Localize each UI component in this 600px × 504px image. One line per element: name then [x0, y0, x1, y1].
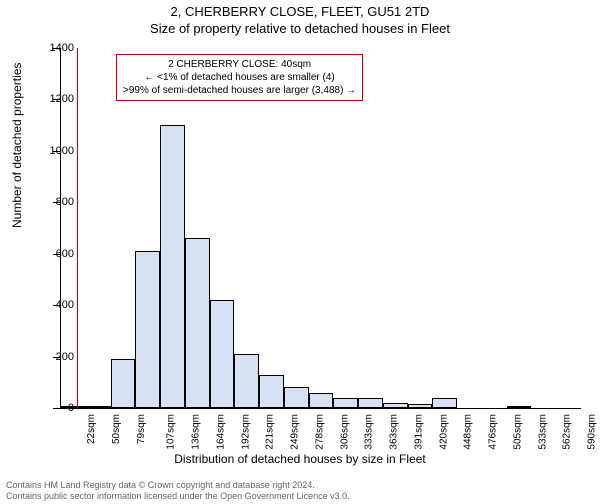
x-tick-label: 278sqm: [314, 414, 325, 450]
x-tick-label: 533sqm: [537, 414, 548, 450]
histogram-bar: [309, 393, 334, 408]
histogram-bar: [383, 403, 408, 408]
x-tick-label: 221sqm: [265, 414, 276, 450]
x-tick-label: 562sqm: [562, 414, 573, 450]
histogram-bar: [408, 404, 433, 408]
x-tick-label: 391sqm: [413, 414, 424, 450]
histogram-bar: [259, 375, 284, 408]
y-axis-label: Number of detached properties: [10, 63, 24, 228]
histogram-bar: [111, 359, 136, 408]
x-tick-label: 136sqm: [191, 414, 202, 450]
histogram-bar: [135, 251, 160, 408]
x-tick-label: 590sqm: [587, 414, 598, 450]
annotation-line2: ← <1% of detached houses are smaller (4): [123, 71, 356, 84]
annotation-callout: 2 CHERBERRY CLOSE: 40sqm← <1% of detache…: [116, 54, 363, 101]
histogram-bar: [432, 398, 457, 408]
annotation-line1: 2 CHERBERRY CLOSE: 40sqm: [123, 58, 356, 71]
y-tick-label: 0: [68, 402, 74, 414]
plot-region: 2 CHERBERRY CLOSE: 40sqm← <1% of detache…: [60, 48, 581, 409]
histogram-bar: [284, 387, 309, 408]
y-tick: [53, 408, 61, 409]
x-tick-label: 164sqm: [215, 414, 226, 450]
property-marker-line: [77, 48, 78, 408]
footer-line1: Contains HM Land Registry data © Crown c…: [6, 480, 350, 491]
chart-plot-area: 2 CHERBERRY CLOSE: 40sqm← <1% of detache…: [60, 48, 580, 408]
histogram-bar: [185, 238, 210, 408]
x-tick-label: 50sqm: [111, 414, 122, 444]
footer-attribution: Contains HM Land Registry data © Crown c…: [6, 480, 350, 502]
y-tick-label: 800: [56, 196, 74, 208]
histogram-bar: [160, 125, 185, 408]
y-tick-label: 600: [56, 248, 74, 260]
y-tick-label: 1000: [50, 145, 74, 157]
chart-title-subtitle: Size of property relative to detached ho…: [0, 21, 600, 36]
y-tick-label: 400: [56, 299, 74, 311]
annotation-line3: >99% of semi-detached houses are larger …: [123, 84, 356, 97]
x-tick-label: 79sqm: [136, 414, 147, 444]
x-tick-label: 306sqm: [339, 414, 350, 450]
x-tick-label: 448sqm: [463, 414, 474, 450]
x-tick-label: 505sqm: [513, 414, 524, 450]
x-tick-label: 420sqm: [438, 414, 449, 450]
x-axis-label: Distribution of detached houses by size …: [0, 452, 600, 466]
histogram-bar: [358, 398, 383, 408]
x-tick-label: 476sqm: [488, 414, 499, 450]
chart-title-address: 2, CHERBERRY CLOSE, FLEET, GU51 2TD: [0, 4, 600, 19]
y-tick-label: 1400: [50, 42, 74, 54]
x-tick-label: 249sqm: [290, 414, 301, 450]
x-tick-label: 192sqm: [240, 414, 251, 450]
x-tick-label: 363sqm: [389, 414, 400, 450]
footer-line2: Contains public sector information licen…: [6, 491, 350, 502]
x-tick-label: 22sqm: [86, 414, 97, 444]
histogram-bar: [507, 406, 532, 408]
histogram-bar: [86, 406, 111, 408]
histogram-bar: [333, 398, 358, 408]
x-tick-label: 333sqm: [364, 414, 375, 450]
y-tick-label: 1200: [50, 93, 74, 105]
y-tick-label: 200: [56, 351, 74, 363]
histogram-bar: [234, 354, 259, 408]
x-tick-label: 107sqm: [166, 414, 177, 450]
histogram-bar: [210, 300, 235, 408]
